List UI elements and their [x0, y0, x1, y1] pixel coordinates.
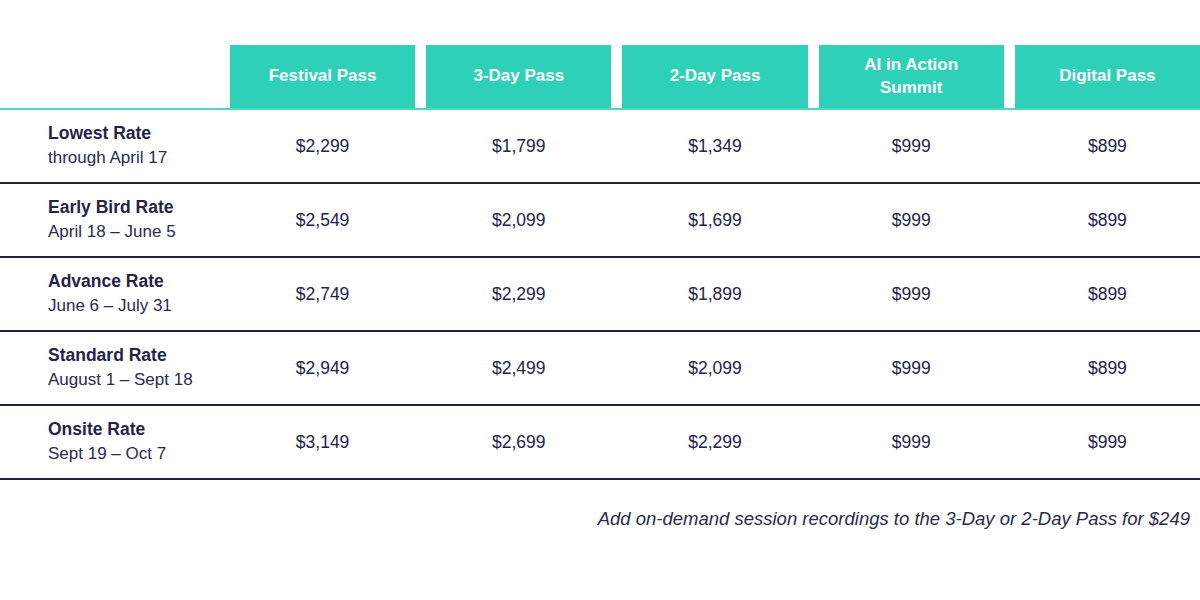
rate-label-cell: Standard Rate August 1 – Sept 18 [0, 343, 219, 393]
pass-column-button[interactable]: Digital Pass [1015, 45, 1200, 108]
price-cell: $2,099 [426, 210, 611, 231]
rate-row: Advance Rate June 6 – July 31 $2,749 $2,2… [0, 258, 1200, 332]
price-cell: $2,299 [230, 136, 415, 157]
rate-name: Lowest Rate [48, 121, 219, 146]
price-cell: $999 [1015, 432, 1200, 453]
rate-row: Onsite Rate Sept 19 – Oct 7 $3,149 $2,699… [0, 406, 1200, 480]
header-spacer [0, 45, 219, 108]
rate-dates: June 6 – July 31 [48, 294, 219, 319]
price-cell: $2,299 [426, 284, 611, 305]
rate-dates: April 18 – June 5 [48, 220, 219, 245]
price-cell: $2,699 [426, 432, 611, 453]
rate-name: Standard Rate [48, 343, 219, 368]
pass-column-button[interactable]: AI in Action Summit [819, 45, 1004, 108]
rate-row: Standard Rate August 1 – Sept 18 $2,949 $… [0, 332, 1200, 406]
price-cell: $1,899 [622, 284, 807, 305]
rate-row: Early Bird Rate April 18 – June 5 $2,549… [0, 184, 1200, 258]
price-cell: $899 [1015, 210, 1200, 231]
rate-name: Advance Rate [48, 269, 219, 294]
price-cell: $999 [819, 358, 1004, 379]
rate-dates: Sept 19 – Oct 7 [48, 442, 219, 467]
price-cell: $899 [1015, 136, 1200, 157]
price-cell: $999 [819, 432, 1004, 453]
price-cell: $3,149 [230, 432, 415, 453]
rate-label-cell: Lowest Rate through April 17 [0, 121, 219, 171]
price-cell: $2,499 [426, 358, 611, 379]
price-cell: $1,799 [426, 136, 611, 157]
price-cell: $2,299 [622, 432, 807, 453]
pricing-table-page: Festival Pass3-Day Pass2-Day PassAI in A… [0, 0, 1200, 600]
rate-label-cell: Onsite Rate Sept 19 – Oct 7 [0, 417, 219, 467]
price-cell: $2,749 [230, 284, 415, 305]
price-cell: $2,099 [622, 358, 807, 379]
pass-column-button[interactable]: 3-Day Pass [426, 45, 611, 108]
pricing-rows: Lowest Rate through April 17 $2,299 $1,79… [0, 110, 1200, 480]
price-cell: $999 [819, 210, 1004, 231]
price-cell: $2,949 [230, 358, 415, 379]
price-cell: $999 [819, 136, 1004, 157]
price-cell: $899 [1015, 284, 1200, 305]
rate-dates: through April 17 [48, 146, 219, 171]
rate-name: Onsite Rate [48, 417, 219, 442]
price-cell: $899 [1015, 358, 1200, 379]
rate-label-cell: Early Bird Rate April 18 – June 5 [0, 195, 219, 245]
rate-row: Lowest Rate through April 17 $2,299 $1,79… [0, 110, 1200, 184]
rate-name: Early Bird Rate [48, 195, 219, 220]
pass-column-button[interactable]: Festival Pass [230, 45, 415, 108]
price-cell: $999 [819, 284, 1004, 305]
pass-column-button[interactable]: 2-Day Pass [622, 45, 807, 108]
price-cell: $1,699 [622, 210, 807, 231]
addon-footnote: Add on-demand session recordings to the … [0, 508, 1200, 530]
price-cell: $1,349 [622, 136, 807, 157]
rate-dates: August 1 – Sept 18 [48, 368, 219, 393]
price-cell: $2,549 [230, 210, 415, 231]
pass-header-row: Festival Pass3-Day Pass2-Day PassAI in A… [0, 45, 1200, 108]
rate-label-cell: Advance Rate June 6 – July 31 [0, 269, 219, 319]
